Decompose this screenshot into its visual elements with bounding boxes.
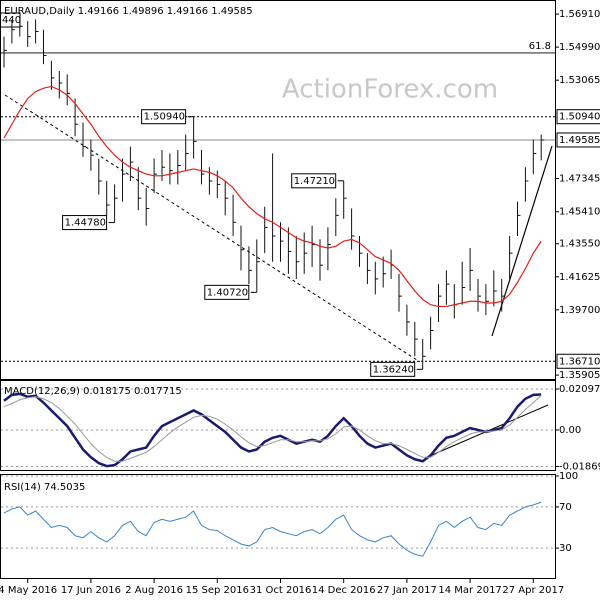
y-tick-label: 1.39700 <box>559 305 600 316</box>
watermark: ActionForex.com <box>282 75 498 105</box>
price-label: 1.49585 <box>559 135 600 146</box>
annotation-box <box>141 109 187 125</box>
y-tick-label: 1.35905 <box>559 370 600 381</box>
y-tick-label: 70 <box>559 502 572 513</box>
rsi-panel <box>0 474 556 579</box>
x-tick-label: 15 Sep 2016 <box>186 585 249 596</box>
fib-label: 61.8 <box>529 41 551 52</box>
annotation-box <box>291 173 337 189</box>
y-tick-label: 1.45410 <box>559 207 600 218</box>
panel-title: RSI(14) 74.5035 <box>4 482 85 493</box>
y-tick-label: -0.018693 <box>559 461 600 472</box>
y-tick-label: 1.56910 <box>559 9 600 20</box>
x-tick-label: 31 Oct 2016 <box>250 585 312 596</box>
annotation: 1.50940 <box>144 112 185 123</box>
chart-layer: 1.56910 1.54990 1.53065 1.47345 1.45410 1.435… <box>0 6 600 596</box>
x-tick-label: 14 Mar 2017 <box>438 585 501 596</box>
y-tick-label: 1.53065 <box>559 75 600 86</box>
indicator-line <box>3 392 542 468</box>
x-tick-label: 27 Apr 2017 <box>502 585 564 596</box>
indicator-line <box>3 501 542 557</box>
annotation-box <box>204 284 250 300</box>
y-tick-label: 0.020975 <box>559 384 600 395</box>
y-tick-label: 1.41625 <box>559 272 600 283</box>
annotation-box <box>62 215 108 231</box>
indicator-line <box>3 395 542 462</box>
price-panel <box>0 0 556 380</box>
price-label-box <box>556 109 600 125</box>
x-tick-label: 4 May 2016 <box>0 585 57 596</box>
macd-panel <box>0 380 556 471</box>
y-tick-label: 1.47345 <box>559 173 600 184</box>
y-tick-label: 30 <box>559 543 572 554</box>
price-label-box <box>556 353 600 369</box>
annotation: 1.36240 <box>373 364 414 375</box>
y-tick-label: 1.54990 <box>559 42 600 53</box>
y-tick-label: 100 <box>559 471 578 482</box>
trend-line <box>4 94 421 363</box>
y-tick-label: 1.43550 <box>559 239 600 250</box>
price-label-box <box>556 132 600 148</box>
moving-average <box>3 85 542 308</box>
annotation: 1.44780 <box>65 218 106 229</box>
panel-title: EURAUD,Daily 1.49166 1.49896 1.49166 1.4… <box>4 6 253 17</box>
x-tick-label: 2 Aug 2016 <box>125 585 183 596</box>
price-label: 1.50940 <box>559 112 600 123</box>
annotation-box <box>370 361 416 377</box>
x-tick-label: 14 Dec 2016 <box>312 585 376 596</box>
price-label: 1.36710 <box>559 356 600 367</box>
annotation: 1.47210 <box>294 176 335 187</box>
annotation: 1.40720 <box>207 287 248 298</box>
x-tick-label: 27 Jan 2017 <box>377 585 437 596</box>
x-tick-label: 17 Jun 2016 <box>61 585 121 596</box>
y-tick-label: 0.00 <box>559 425 581 436</box>
panel-title: MACD(12,26,9) 0.018175 0.017715 <box>4 386 182 397</box>
